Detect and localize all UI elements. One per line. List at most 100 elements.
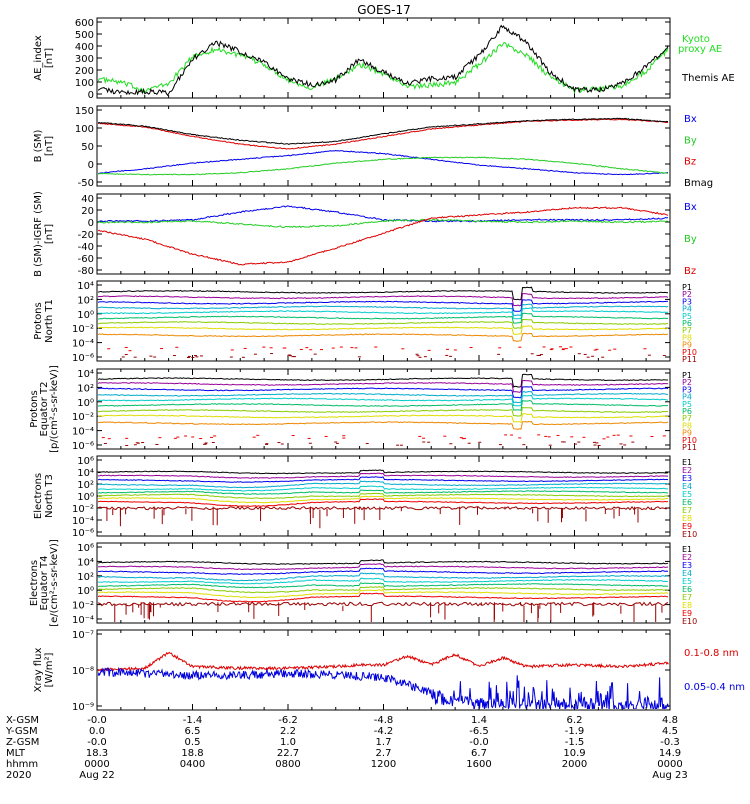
y-tick-label: 20 [81,206,94,217]
flux-channel-p5 [98,394,669,407]
panel-frame [96,17,671,99]
x-axis-tick-label: 22.7 [277,748,299,759]
legend-label: E4 [682,482,692,491]
data-layer [98,117,669,176]
legend-label: P11 [682,443,697,452]
flux-channel-p9 [98,420,669,430]
y-tick-label: 10⁰ [77,310,94,321]
y-tick-label: 10⁻⁶ [72,353,94,364]
x-axis-tick-label: 18.8 [181,748,203,759]
legend-label: Themis AE [681,73,735,84]
x-axis-tick-label: 0800 [275,759,300,770]
x-axis-row-label: Z-GSM [6,737,39,748]
flux-channel-p8 [98,413,669,423]
legend-label: P3 [682,297,692,306]
y-tick-label: 10⁶ [77,543,94,554]
flux-channel-e7 [98,586,669,594]
series-line-kyoto-proxy-ae [98,42,669,95]
x-axis-tick-label: 18.3 [86,748,108,759]
legend-label: E7 [682,593,692,602]
y-tick-label: 0 [88,160,94,171]
legend-label: P6 [682,407,692,416]
flux-channel-p4 [98,390,668,404]
data-layer [98,286,669,359]
y-tick-label: 10⁻⁶ [72,528,94,539]
legend-label: P7 [682,326,692,335]
legend-label: proxy AE [678,44,722,55]
panel-frame [96,542,671,624]
legend-label: P10 [682,348,697,357]
flux-channel-e1 [98,559,669,565]
y-axis-label: Electrons [33,473,44,519]
y-tick-label: 40 [81,194,94,205]
y-tick-label: 10⁴ [77,468,94,479]
y-axis-label: Equator T2 [39,382,50,437]
series-line-0-05-0-4-nm [98,666,669,709]
x-axis-tick-label: 14.9 [659,748,681,759]
legend-label: E6 [682,585,692,594]
legend-label: P11 [682,355,697,364]
y-axis-label: Xray flux [33,648,44,693]
legend-label: E7 [682,506,692,515]
legend-label: P1 [682,371,692,380]
y-tick-label: -60 [78,254,94,265]
legend-label: Bmag [684,178,713,189]
y-tick-label: 10² [77,480,94,491]
flux-channel-e6 [98,489,669,495]
y-axis-label: B (SM) [33,129,44,162]
legend-label: E8 [682,601,692,610]
flux-channel-p7 [98,406,669,417]
x-axis-tick-label: 1.4 [471,715,487,726]
y-tick-label: 10⁻⁶ [72,441,94,452]
panel-ee: 10⁶ 10⁴ 10² 10⁰ 10⁻² 10⁻⁴ Electrons Equator T4[… [29,539,697,627]
y-tick-label: 10⁻² [72,601,94,612]
flux-channel-p6 [98,312,669,324]
x-axis-tick-label: 1200 [371,759,396,770]
legend-label: P8 [682,421,692,430]
legend-label: Bx [684,114,697,125]
legend-label: P10 [682,436,697,445]
y-axis-label: B (SM)-IGRF (SM) [33,191,44,277]
x-axis-tick-label: Aug 22 [79,770,114,781]
flux-channel-e3 [98,476,669,483]
legend-label: E6 [682,498,692,507]
y-tick-label: -50 [78,178,94,189]
y-tick-label: 0 [88,218,94,229]
flux-channel-e5 [98,485,668,492]
x-axis-tick-label: 1.7 [376,737,392,748]
flux-channel-p1 [98,286,669,301]
flux-channel-e3 [98,567,669,576]
y-tick-label: 10⁰ [77,398,94,409]
legend-label: P2 [682,290,692,299]
panel-bsm: 150 100 50 0 -50 B (SM) [nT] Bx By Bz Bmag [33,105,713,189]
flux-channel-e7 [98,492,669,500]
y-axis-label: Protons [33,302,44,339]
flux-channel-p3 [98,299,669,312]
panel-pn: 10⁴ 10² 10⁰ 10⁻² 10⁻⁴ 10⁻⁶ Protons North T1 P1P2… [33,280,697,364]
y-tick-label: 10⁻⁴ [72,516,94,527]
y-axis-label: Electrons [29,560,40,606]
y-axis-label: North T1 [44,299,55,343]
y-tick-label: 100 [75,78,94,89]
x-axis-tick-label: -0.3 [660,737,680,748]
x-axis-tick-label: 2.7 [376,748,392,759]
y-tick-label: 10⁴ [77,281,94,292]
legend-label: E3 [682,474,692,483]
flux-channel-e9 [98,498,669,507]
panel-pe: 10⁴ 10² 10⁰ 10⁻² 10⁻⁴ 10⁻⁶ Protons Equator T2 [p… [29,365,697,453]
x-axis-row-label: 2020 [6,770,31,781]
x-axis-tick-label: -4.2 [374,726,394,737]
flux-channel-p8 [98,325,669,335]
x-axis-tick-label: 2000 [562,759,587,770]
flux-channel-p1 [98,373,668,388]
legend-label: Kyoto [682,34,710,45]
x-axis-tick-label: Aug 23 [652,770,687,781]
x-axis-tick-label: -6.5 [469,726,489,737]
x-axis-row-label: hhmm [6,759,38,770]
legend-label: Bz [684,157,696,168]
y-tick-label: 0 [88,90,94,101]
x-axis-tick-label: -0.0 [87,715,107,726]
